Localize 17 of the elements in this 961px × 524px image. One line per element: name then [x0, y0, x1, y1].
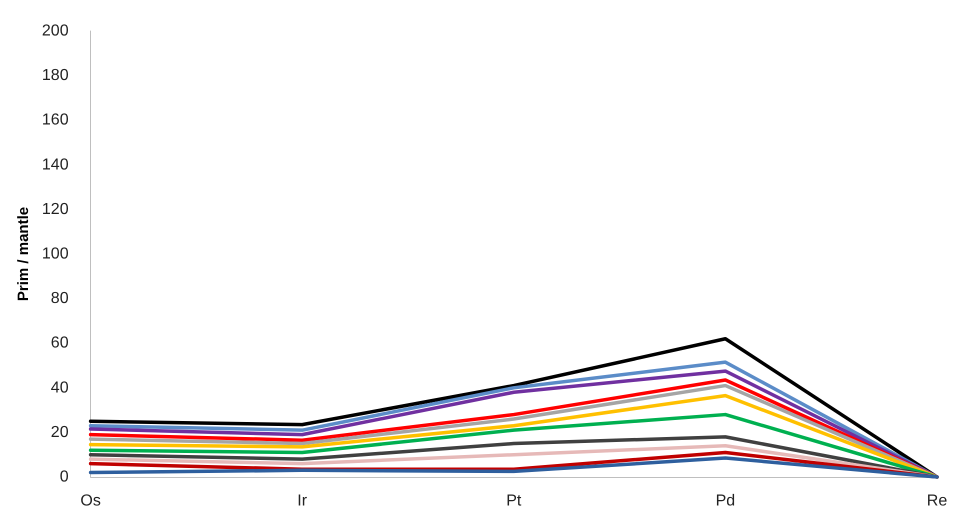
x-tick-label: Ir: [297, 492, 308, 510]
y-tick-label: 40: [50, 379, 69, 396]
y-tick-label: 140: [42, 156, 69, 174]
y-tick-label: 200: [42, 22, 69, 40]
x-tick-label: Os: [80, 492, 101, 510]
x-tick-label: Re: [926, 492, 948, 510]
y-axis-title: Prim / mantle: [15, 206, 32, 302]
y-tick-label: 60: [50, 334, 69, 352]
x-tick-label: Pt: [506, 492, 522, 510]
y-tick-label: 160: [42, 112, 69, 129]
y-tick-label: 100: [42, 246, 69, 262]
x-tick-label: Pd: [716, 492, 736, 510]
y-tick-label: 120: [42, 200, 69, 218]
y-tick-label: 20: [50, 424, 69, 441]
y-tick-label: 180: [42, 67, 69, 84]
y-tick-label: 0: [60, 468, 69, 486]
y-tick-label: 80: [50, 290, 69, 308]
